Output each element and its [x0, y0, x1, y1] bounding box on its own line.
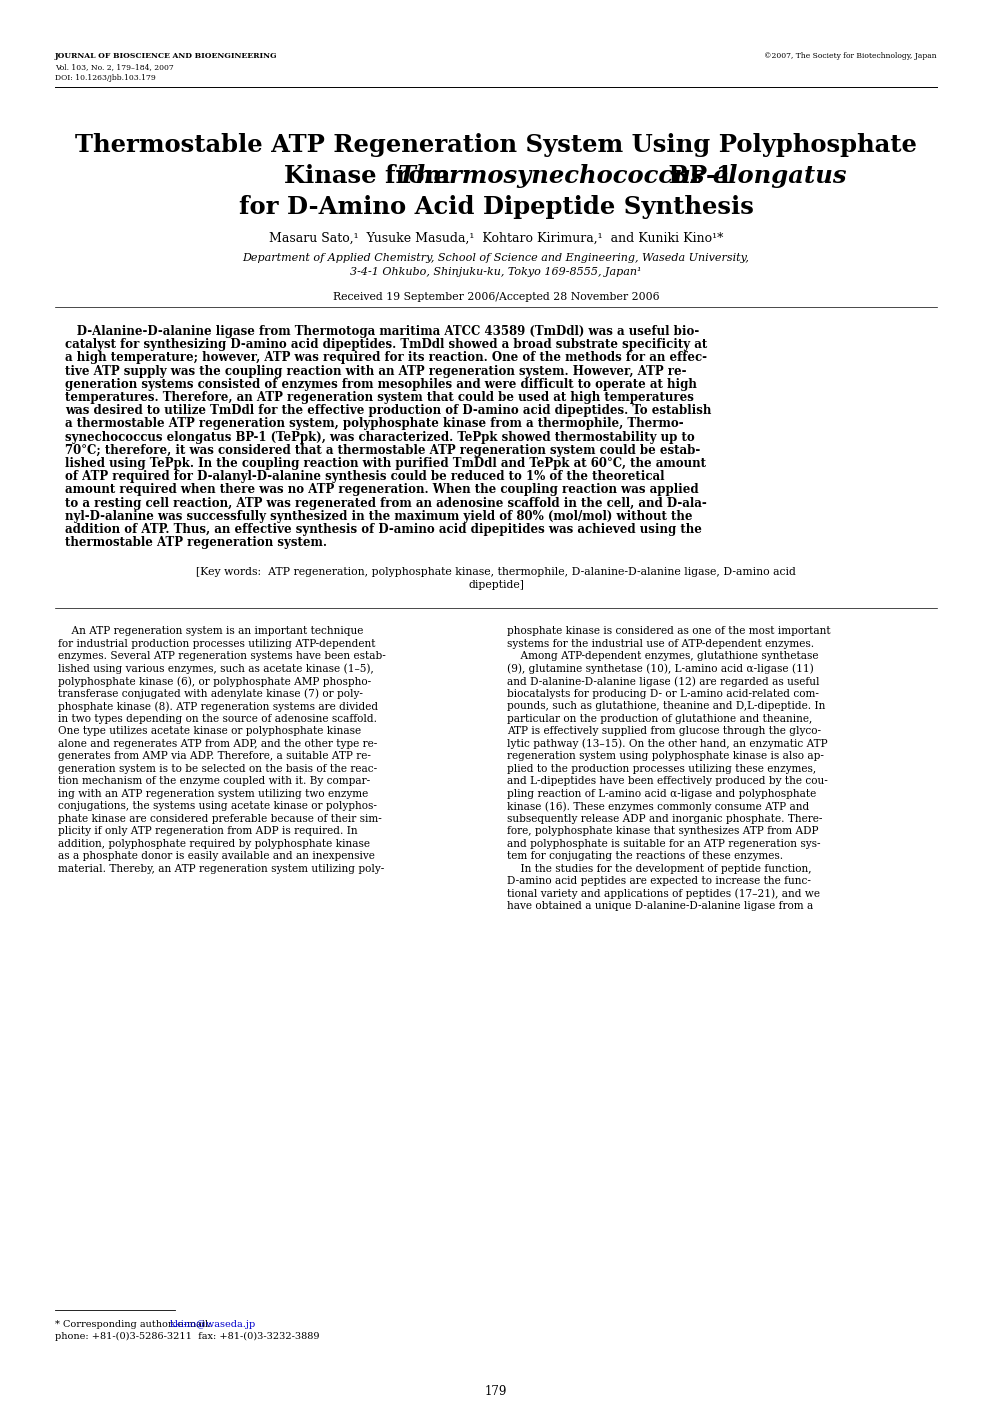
Text: alone and regenerates ATP from ADP, and the other type re-: alone and regenerates ATP from ADP, and … — [58, 739, 377, 749]
Text: Vol. 103, No. 2, 179–184, 2007: Vol. 103, No. 2, 179–184, 2007 — [55, 63, 174, 72]
Text: systems for the industrial use of ATP-dependent enzymes.: systems for the industrial use of ATP-de… — [507, 638, 814, 650]
Text: Masaru Sato,¹  Yusuke Masuda,¹  Kohtaro Kirimura,¹  and Kuniki Kino¹*: Masaru Sato,¹ Yusuke Masuda,¹ Kohtaro Ki… — [269, 231, 723, 246]
Text: was desired to utilize TmDdl for the effective production of D-amino acid dipept: was desired to utilize TmDdl for the eff… — [65, 404, 711, 417]
Text: generation system is to be selected on the basis of the reac-: generation system is to be selected on t… — [58, 763, 377, 774]
Text: to a resting cell reaction, ATP was regenerated from an adenosine scaffold in th: to a resting cell reaction, ATP was rege… — [65, 497, 706, 509]
Text: lytic pathway (13–15). On the other hand, an enzymatic ATP: lytic pathway (13–15). On the other hand… — [507, 739, 827, 749]
Text: phosphate kinase (8). ATP regeneration systems are divided: phosphate kinase (8). ATP regeneration s… — [58, 702, 378, 711]
Text: generates from AMP via ADP. Therefore, a suitable ATP re-: generates from AMP via ADP. Therefore, a… — [58, 752, 371, 762]
Text: JOURNAL OF BIOSCIENCE AND BIOENGINEERING: JOURNAL OF BIOSCIENCE AND BIOENGINEERING — [55, 52, 278, 60]
Text: tional variety and applications of peptides (17–21), and we: tional variety and applications of pepti… — [507, 890, 820, 899]
Text: a high temperature; however, ATP was required for its reaction. One of the metho: a high temperature; however, ATP was req… — [65, 351, 707, 365]
Text: of ATP required for D-alanyl-D-alanine synthesis could be reduced to 1% of the t: of ATP required for D-alanyl-D-alanine s… — [65, 470, 665, 483]
Text: conjugations, the systems using acetate kinase or polyphos-: conjugations, the systems using acetate … — [58, 801, 377, 811]
Text: Received 19 September 2006/Accepted 28 November 2006: Received 19 September 2006/Accepted 28 N… — [332, 292, 660, 302]
Text: (9), glutamine synthetase (10), L-amino acid α-ligase (11): (9), glutamine synthetase (10), L-amino … — [507, 664, 813, 675]
Text: for industrial production processes utilizing ATP-dependent: for industrial production processes util… — [58, 638, 376, 650]
Text: dipeptide]: dipeptide] — [468, 581, 524, 591]
Text: Thermosynechococcus elongatus: Thermosynechococcus elongatus — [399, 164, 847, 188]
Text: tem for conjugating the reactions of these enzymes.: tem for conjugating the reactions of the… — [507, 852, 783, 861]
Text: tion mechanism of the enzyme coupled with it. By compar-: tion mechanism of the enzyme coupled wit… — [58, 776, 370, 787]
Text: polyphosphate kinase (6), or polyphosphate AMP phospho-: polyphosphate kinase (6), or polyphospha… — [58, 676, 371, 687]
Text: kinase (16). These enzymes commonly consume ATP and: kinase (16). These enzymes commonly cons… — [507, 801, 809, 812]
Text: kkino@waseda.jp: kkino@waseda.jp — [171, 1320, 257, 1329]
Text: addition, polyphosphate required by polyphosphate kinase: addition, polyphosphate required by poly… — [58, 839, 370, 849]
Text: Among ATP-dependent enzymes, glutathione synthetase: Among ATP-dependent enzymes, glutathione… — [507, 651, 818, 661]
Text: and L-dipeptides have been effectively produced by the cou-: and L-dipeptides have been effectively p… — [507, 776, 827, 787]
Text: synechococcus elongatus BP-1 (TePpk), was characterized. TePpk showed thermostab: synechococcus elongatus BP-1 (TePpk), wa… — [65, 431, 694, 443]
Text: enzymes. Several ATP regeneration systems have been estab-: enzymes. Several ATP regeneration system… — [58, 651, 386, 661]
Text: as a phosphate donor is easily available and an inexpensive: as a phosphate donor is easily available… — [58, 852, 375, 861]
Text: In the studies for the development of peptide function,: In the studies for the development of pe… — [507, 864, 811, 874]
Text: tive ATP supply was the coupling reaction with an ATP regeneration system. Howev: tive ATP supply was the coupling reactio… — [65, 365, 686, 377]
Text: biocatalysts for producing D- or L-amino acid-related com-: biocatalysts for producing D- or L-amino… — [507, 689, 818, 699]
Text: * Corresponding author. e-mail:: * Corresponding author. e-mail: — [55, 1320, 214, 1329]
Text: Department of Applied Chemistry, School of Science and Engineering, Waseda Unive: Department of Applied Chemistry, School … — [243, 253, 749, 262]
Text: Thermostable ATP Regeneration System Using Polyphosphate: Thermostable ATP Regeneration System Usi… — [75, 133, 917, 157]
Text: BP-1: BP-1 — [660, 164, 733, 188]
Text: pounds, such as glutathione, theanine and D,L-dipeptide. In: pounds, such as glutathione, theanine an… — [507, 702, 825, 711]
Text: Kinase from: Kinase from — [285, 164, 459, 188]
Text: [Key words:  ATP regeneration, polyphosphate kinase, thermophile, D-alanine-D-al: [Key words: ATP regeneration, polyphosph… — [196, 567, 796, 578]
Text: ing with an ATP regeneration system utilizing two enzyme: ing with an ATP regeneration system util… — [58, 788, 368, 798]
Text: regeneration system using polyphosphate kinase is also ap-: regeneration system using polyphosphate … — [507, 752, 824, 762]
Text: temperatures. Therefore, an ATP regeneration system that could be used at high t: temperatures. Therefore, an ATP regenera… — [65, 391, 693, 404]
Text: 70°C; therefore, it was considered that a thermostable ATP regeneration system c: 70°C; therefore, it was considered that … — [65, 443, 700, 457]
Text: nyl-D-alanine was successfully synthesized in the maximum yield of 80% (mol/mol): nyl-D-alanine was successfully synthesiz… — [65, 509, 692, 523]
Text: phate kinase are considered preferable because of their sim-: phate kinase are considered preferable b… — [58, 814, 382, 824]
Text: D-Alanine-D-alanine ligase from Thermotoga maritima ATCC 43589 (TmDdl) was a use: D-Alanine-D-alanine ligase from Thermoto… — [65, 325, 699, 338]
Text: D-amino acid peptides are expected to increase the func-: D-amino acid peptides are expected to in… — [507, 877, 810, 887]
Text: lished using various enzymes, such as acetate kinase (1–5),: lished using various enzymes, such as ac… — [58, 664, 374, 675]
Text: fore, polyphosphate kinase that synthesizes ATP from ADP: fore, polyphosphate kinase that synthesi… — [507, 826, 818, 836]
Text: thermostable ATP regeneration system.: thermostable ATP regeneration system. — [65, 536, 327, 549]
Text: ATP is effectively supplied from glucose through the glyco-: ATP is effectively supplied from glucose… — [507, 727, 821, 737]
Text: subsequently release ADP and inorganic phosphate. There-: subsequently release ADP and inorganic p… — [507, 814, 822, 824]
Text: particular on the production of glutathione and theanine,: particular on the production of glutathi… — [507, 714, 812, 724]
Text: DOI: 10.1263/jbb.103.179: DOI: 10.1263/jbb.103.179 — [55, 74, 156, 81]
Text: and D-alanine-D-alanine ligase (12) are regarded as useful: and D-alanine-D-alanine ligase (12) are … — [507, 676, 819, 687]
Text: and polyphosphate is suitable for an ATP regeneration sys-: and polyphosphate is suitable for an ATP… — [507, 839, 820, 849]
Text: catalyst for synthesizing D-amino acid dipeptides. TmDdl showed a broad substrat: catalyst for synthesizing D-amino acid d… — [65, 338, 707, 351]
Text: ©2007, The Society for Biotechnology, Japan: ©2007, The Society for Biotechnology, Ja… — [765, 52, 937, 60]
Text: transferase conjugated with adenylate kinase (7) or poly-: transferase conjugated with adenylate ki… — [58, 689, 363, 700]
Text: for D-Amino Acid Dipeptide Synthesis: for D-Amino Acid Dipeptide Synthesis — [238, 195, 754, 219]
Text: 179: 179 — [485, 1385, 507, 1397]
Text: material. Thereby, an ATP regeneration system utilizing poly-: material. Thereby, an ATP regeneration s… — [58, 864, 384, 874]
Text: pling reaction of L-amino acid α-ligase and polyphosphate: pling reaction of L-amino acid α-ligase … — [507, 788, 816, 798]
Text: phosphate kinase is considered as one of the most important: phosphate kinase is considered as one of… — [507, 626, 830, 637]
Text: amount required when there was no ATP regeneration. When the coupling reaction w: amount required when there was no ATP re… — [65, 484, 698, 497]
Text: phone: +81-(0)3-5286-3211  fax: +81-(0)3-3232-3889: phone: +81-(0)3-5286-3211 fax: +81-(0)3-… — [55, 1331, 319, 1341]
Text: plied to the production processes utilizing these enzymes,: plied to the production processes utiliz… — [507, 763, 816, 774]
Text: One type utilizes acetate kinase or polyphosphate kinase: One type utilizes acetate kinase or poly… — [58, 727, 361, 737]
Text: lished using TePpk. In the coupling reaction with purified TmDdl and TePpk at 60: lished using TePpk. In the coupling reac… — [65, 457, 706, 470]
Text: plicity if only ATP regeneration from ADP is required. In: plicity if only ATP regeneration from AD… — [58, 826, 358, 836]
Text: generation systems consisted of enzymes from mesophiles and were difficult to op: generation systems consisted of enzymes … — [65, 377, 696, 391]
Text: 3-4-1 Ohkubo, Shinjuku-ku, Tokyo 169-8555, Japan¹: 3-4-1 Ohkubo, Shinjuku-ku, Tokyo 169-855… — [350, 267, 642, 276]
Text: have obtained a unique D-alanine-D-alanine ligase from a: have obtained a unique D-alanine-D-alani… — [507, 901, 813, 912]
Text: a thermostable ATP regeneration system, polyphosphate kinase from a thermophile,: a thermostable ATP regeneration system, … — [65, 418, 683, 431]
Text: addition of ATP. Thus, an effective synthesis of D-amino acid dipepitides was ac: addition of ATP. Thus, an effective synt… — [65, 523, 702, 536]
Text: in two types depending on the source of adenosine scaffold.: in two types depending on the source of … — [58, 714, 377, 724]
Text: An ATP regeneration system is an important technique: An ATP regeneration system is an importa… — [58, 626, 363, 637]
